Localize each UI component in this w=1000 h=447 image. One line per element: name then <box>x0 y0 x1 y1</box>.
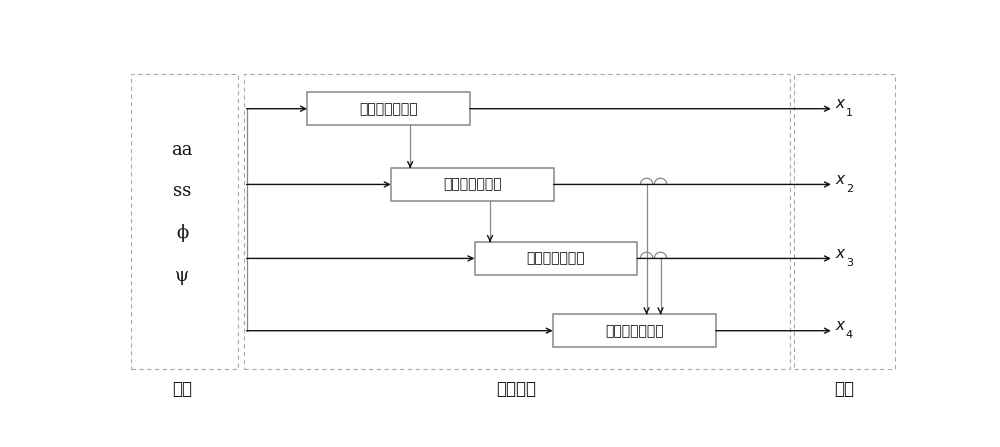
Bar <box>307 93 470 125</box>
Text: 第一层推理单元: 第一层推理单元 <box>359 102 418 116</box>
Text: 第三层推理单元: 第三层推理单元 <box>527 251 585 266</box>
Text: x: x <box>835 96 844 111</box>
Text: x: x <box>835 318 844 333</box>
Text: 3: 3 <box>846 257 853 268</box>
Text: 2: 2 <box>846 184 853 194</box>
Text: 1: 1 <box>846 108 853 118</box>
Bar <box>553 314 716 347</box>
Bar <box>244 74 790 369</box>
Text: aa: aa <box>172 141 193 159</box>
Text: x: x <box>835 172 844 187</box>
Text: 4: 4 <box>846 330 853 340</box>
Text: 输入: 输入 <box>172 380 192 398</box>
Bar <box>131 74 238 369</box>
Text: ss: ss <box>173 182 191 200</box>
Bar <box>391 168 554 201</box>
Text: 推理单元: 推理单元 <box>496 380 536 398</box>
Text: ϕ: ϕ <box>176 224 188 242</box>
Text: 输出: 输出 <box>834 380 854 398</box>
Bar <box>475 242 637 275</box>
Text: 第二层推理单元: 第二层推理单元 <box>443 177 502 191</box>
Text: x: x <box>835 246 844 261</box>
Bar <box>794 74 895 369</box>
Text: 第四层推理单元: 第四层推理单元 <box>605 324 663 338</box>
Text: ψ: ψ <box>175 267 189 285</box>
